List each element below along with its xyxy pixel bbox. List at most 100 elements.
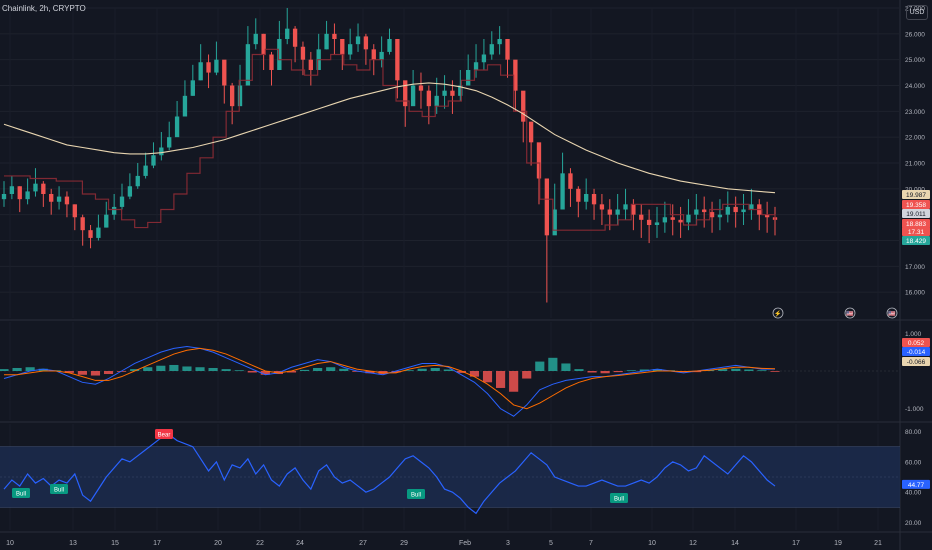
candle-body [151, 155, 156, 166]
candle-body [324, 33, 329, 50]
candle-body [552, 209, 557, 236]
bull-signal-badge [50, 484, 68, 494]
macd-value-label: 0.052 [908, 340, 925, 347]
candle-body [222, 59, 227, 86]
macd-histogram-bar [652, 369, 662, 371]
macd-histogram-bar [130, 369, 140, 371]
candle-body [88, 230, 93, 238]
candle-body [599, 204, 605, 210]
candle-body [654, 222, 660, 225]
macd-histogram-bar [574, 369, 584, 371]
macd-histogram-bar [718, 369, 728, 371]
x-tick-label: 19 [834, 540, 842, 547]
candle-body [717, 214, 723, 218]
candle-body [410, 85, 416, 107]
x-tick-label: 14 [731, 540, 739, 547]
macd-histogram-bar [548, 357, 558, 371]
candle-body [49, 194, 54, 202]
candle-body [214, 59, 219, 73]
candle-body [387, 39, 392, 52]
macd-histogram-bar [169, 364, 179, 371]
bull-signal-label: Bull [16, 492, 26, 498]
macd-histogram-bar [639, 369, 649, 371]
macd-histogram-bar [482, 371, 493, 383]
macd-histogram-bar [12, 367, 22, 371]
candle-body [497, 39, 502, 45]
macd-histogram-bar [561, 363, 571, 371]
x-tick-label: 20 [214, 540, 222, 547]
currency-badge[interactable]: USD [906, 5, 928, 20]
macd-value-label: -0.066 [907, 359, 926, 366]
x-tick-label: 3 [506, 540, 510, 547]
candle-body [513, 59, 518, 91]
macd-histogram-bar [90, 371, 101, 376]
macd-value-label-box [902, 338, 930, 347]
macd-histogram-bar [156, 365, 166, 371]
macd-histogram-bar [182, 366, 192, 371]
x-tick-label: 17 [792, 540, 800, 547]
candle-body [678, 219, 683, 223]
candle-body [607, 209, 612, 215]
candle-body [261, 33, 266, 55]
macd-histogram-bar [260, 371, 270, 375]
candle-body [245, 44, 251, 86]
price-tick-label: 23.000 [905, 109, 925, 116]
price-label-box [902, 190, 930, 199]
macd-tick-label: 1.000 [905, 331, 922, 338]
candle-body [119, 196, 125, 207]
candle-body [623, 204, 628, 210]
candle-body [135, 175, 140, 187]
macd-histogram-bar [744, 369, 754, 371]
candle-body [395, 39, 400, 81]
candle-body [631, 204, 636, 215]
candle-body [332, 33, 337, 39]
candle-body [741, 209, 746, 213]
macd-histogram-bar [469, 371, 480, 377]
price-label: 18.429 [906, 238, 926, 245]
candle-body [41, 183, 46, 194]
price-tick-label: 22.000 [905, 135, 925, 142]
macd-histogram-bar [587, 371, 597, 373]
candle-body [481, 54, 487, 63]
candle-body [418, 85, 424, 91]
candle-body [725, 206, 730, 215]
macd-histogram-bar [770, 371, 780, 372]
macd-histogram-bar [509, 371, 519, 392]
macd-histogram-bar [339, 368, 349, 371]
macd-histogram-bar [143, 367, 153, 371]
price-label: 19.011 [906, 211, 926, 218]
macd-histogram-bar [600, 371, 610, 374]
signal-line [4, 347, 776, 410]
macd-histogram-bar [195, 367, 205, 371]
macd-histogram-bar [234, 370, 244, 372]
macd-histogram-bar [391, 371, 401, 373]
candle-body [568, 173, 573, 189]
x-tick-label: 22 [256, 540, 264, 547]
macd-value-label-box [902, 347, 930, 356]
bull-signal-badge [610, 493, 628, 503]
bull-signal-label: Bull [614, 497, 624, 503]
moving-average-line [3, 82, 776, 194]
x-tick-label: 17 [153, 540, 161, 547]
candle-body [347, 44, 353, 55]
candle-body [709, 212, 715, 218]
macd-histogram-bar [496, 371, 506, 388]
macd-histogram-bar [404, 370, 414, 372]
candle-body [253, 33, 258, 45]
macd-histogram-bar [0, 369, 9, 371]
rsi-value-label-box [902, 479, 930, 489]
macd-tick-label: -1.000 [905, 406, 924, 413]
candle-body [269, 54, 274, 70]
candle-body [505, 39, 510, 60]
price-tick-label: 21.000 [905, 161, 925, 168]
lightning-icon-glyph: ⚡ [774, 310, 781, 318]
x-tick-label: 29 [400, 540, 408, 547]
candle-body [528, 121, 534, 143]
price-tick-label: 25.000 [905, 57, 925, 64]
rsi-tick-label: 40.00 [905, 490, 922, 497]
macd-histogram-bar [535, 361, 545, 371]
x-tick-label: 21 [874, 540, 882, 547]
us-flag-icon [886, 307, 898, 319]
price-tick-label: 17.000 [905, 264, 925, 271]
